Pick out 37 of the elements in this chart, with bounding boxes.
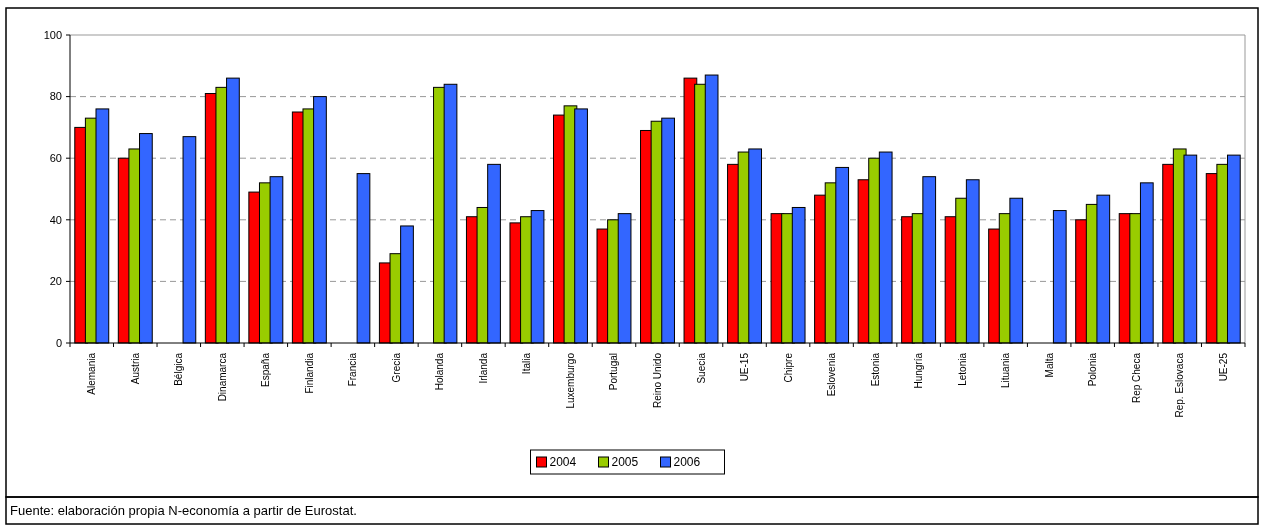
x-tick-label: Malta: [1043, 352, 1055, 378]
y-tick-label: 40: [49, 213, 62, 226]
x-tick-label: UE-25: [1217, 352, 1229, 382]
x-tick-label: Rep Checa: [1130, 352, 1142, 404]
x-tick-label: Grecia: [390, 352, 402, 383]
x-tick-label: Alemania: [86, 352, 98, 395]
x-tick-label: Rep. Eslovaca: [1174, 352, 1186, 418]
x-tick-label: Portugal: [608, 353, 620, 391]
x-tick-label: Reino Unido: [652, 352, 663, 409]
y-tick-label: 80: [49, 90, 62, 103]
x-tick-label: Hungría: [913, 352, 925, 389]
x-tick-label: Letonia: [956, 352, 968, 386]
legend-label: 2006: [673, 455, 701, 470]
y-tick-label: 0: [55, 336, 62, 349]
x-tick-label: Francia: [347, 352, 359, 387]
x-tick-label: Suecia: [695, 352, 707, 384]
x-tick-label: UE-15: [739, 352, 751, 382]
x-tick-label: Italia: [521, 352, 533, 375]
x-tick-label: Dinamarca: [216, 352, 228, 402]
y-tick-label: 100: [43, 28, 62, 41]
x-tick-label: Austria: [129, 352, 141, 385]
x-tick-label: Luxemburgo: [564, 352, 576, 409]
y-tick-label: 60: [49, 152, 62, 165]
x-tick-label: Chipre: [782, 352, 794, 383]
x-tick-label: Estonia: [869, 352, 881, 387]
x-tick-label: Finlandia: [303, 352, 315, 394]
x-tick-label: Bélgica: [173, 352, 185, 386]
legend-label: 2005: [611, 455, 639, 470]
x-tick-label: Polonia: [1087, 352, 1099, 387]
source-note: Fuente: elaboración propia N-economía a partir de Eurostat.: [10, 503, 357, 518]
x-tick-label: Irlanda: [477, 352, 489, 384]
x-tick-label: España: [260, 352, 272, 387]
legend-label: 2004: [549, 455, 577, 470]
x-tick-label: Holanda: [434, 352, 446, 391]
y-tick-label: 20: [49, 275, 62, 288]
x-tick-label: Eslovenia: [826, 352, 838, 397]
x-tick-label: Lituania: [1000, 352, 1012, 389]
